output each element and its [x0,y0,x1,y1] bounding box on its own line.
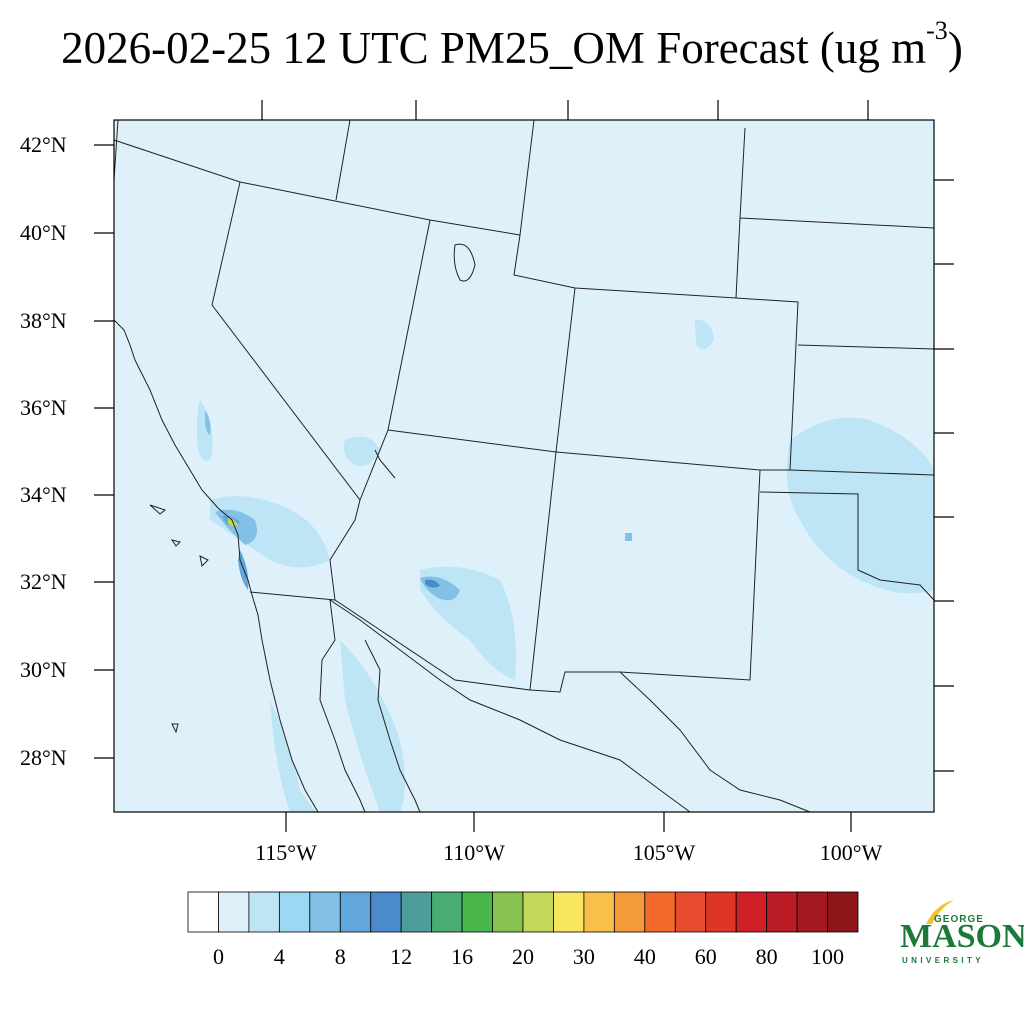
logo-swoosh-icon [926,900,954,924]
logo-main-text: MASON [900,918,1024,955]
colorbar-label: 30 [572,944,595,969]
lon-label-105: 105°W [632,840,696,865]
lat-label-40: 40°N [20,220,67,245]
lon-label-115: 115°W [255,840,317,865]
colorbar-swatch [278,891,311,933]
colorbar-swatch [461,891,493,933]
colorbar-swatch [827,891,859,933]
lat-label-34: 34°N [20,482,67,507]
lat-label-36: 36°N [20,395,67,420]
colorbar-swatch [309,891,341,933]
colorbar-swatch [370,891,402,933]
colorbar-label: 80 [755,944,778,969]
map-title: 2026-02-25 12 UTC PM25_OM Forecast (ug m… [61,16,963,73]
colorbar-label: 4 [273,944,285,969]
colorado-river [374,449,396,479]
us-mexico-border [249,591,811,813]
pm25-plumes [196,319,934,812]
colorbar-label: 16 [451,944,474,969]
gulf-of-california-coast [319,599,421,813]
state-border-az-nm [529,451,557,691]
state-border-ut-wy [513,217,935,299]
colorbar-swatch [339,891,372,933]
state-border-id-ut [335,119,351,201]
george-mason-logo: GEORGE MASON UNIVERSITY [896,898,1024,970]
lat-label-32: 32°N [20,569,67,594]
lon-label-100: 100°W [819,840,883,865]
state-border-ks-ne [797,344,935,350]
great-salt-lake [453,243,476,282]
map-frame [113,119,935,813]
colorbar-label: 8 [334,944,346,969]
state-border-ok-tx [759,491,935,601]
pacific-ocean [114,120,316,812]
state-border-co [555,287,799,471]
state-border-nm-tx [619,469,761,681]
lat-label-38: 38°N [20,308,67,333]
colorbar-swatch [705,891,737,933]
colorbar-swatch [644,891,676,933]
state-border-42n [113,139,521,236]
colorbar [187,891,859,933]
state-border-wy-north [519,119,746,236]
colorbar-swatch [218,891,250,933]
colorbar-label: 60 [694,944,717,969]
colorbar-label: 100 [811,944,845,969]
colorbar-swatch [400,891,433,933]
lat-label-42: 42°N [20,132,67,157]
colorbar-label: 12 [390,944,413,969]
lat-label-30: 30°N [20,657,67,682]
mexico-coast [329,599,691,813]
colorbar-swatch [766,891,798,933]
colorbar-swatch [431,891,463,933]
lat-label-28: 28°N [20,745,67,770]
colorbar-swatch [613,891,646,933]
colorbar-swatch [674,891,707,933]
logo-top-text: GEORGE [934,914,984,925]
colorbar-swatch [735,891,768,933]
state-border-ca-nv [211,181,361,601]
colorbar-swatch [796,891,828,933]
west-coastline [113,119,319,813]
colorbar-swatch [522,891,554,933]
islands [149,504,209,734]
colorbar-label: 20 [512,944,534,969]
axis-ticks [94,100,954,832]
colorbar-swatch [187,891,219,933]
colorbar-swatch [492,891,524,933]
colorbar-label: 40 [633,944,656,969]
colorbar-swatch [248,891,280,933]
colorbar-label: 0 [212,944,224,969]
colorbar-swatch [583,891,615,933]
colorbar-swatch [553,891,585,933]
lon-label-110: 110°W [443,840,505,865]
boundaries [113,119,935,813]
logo-bottom-text: UNIVERSITY [902,956,985,965]
